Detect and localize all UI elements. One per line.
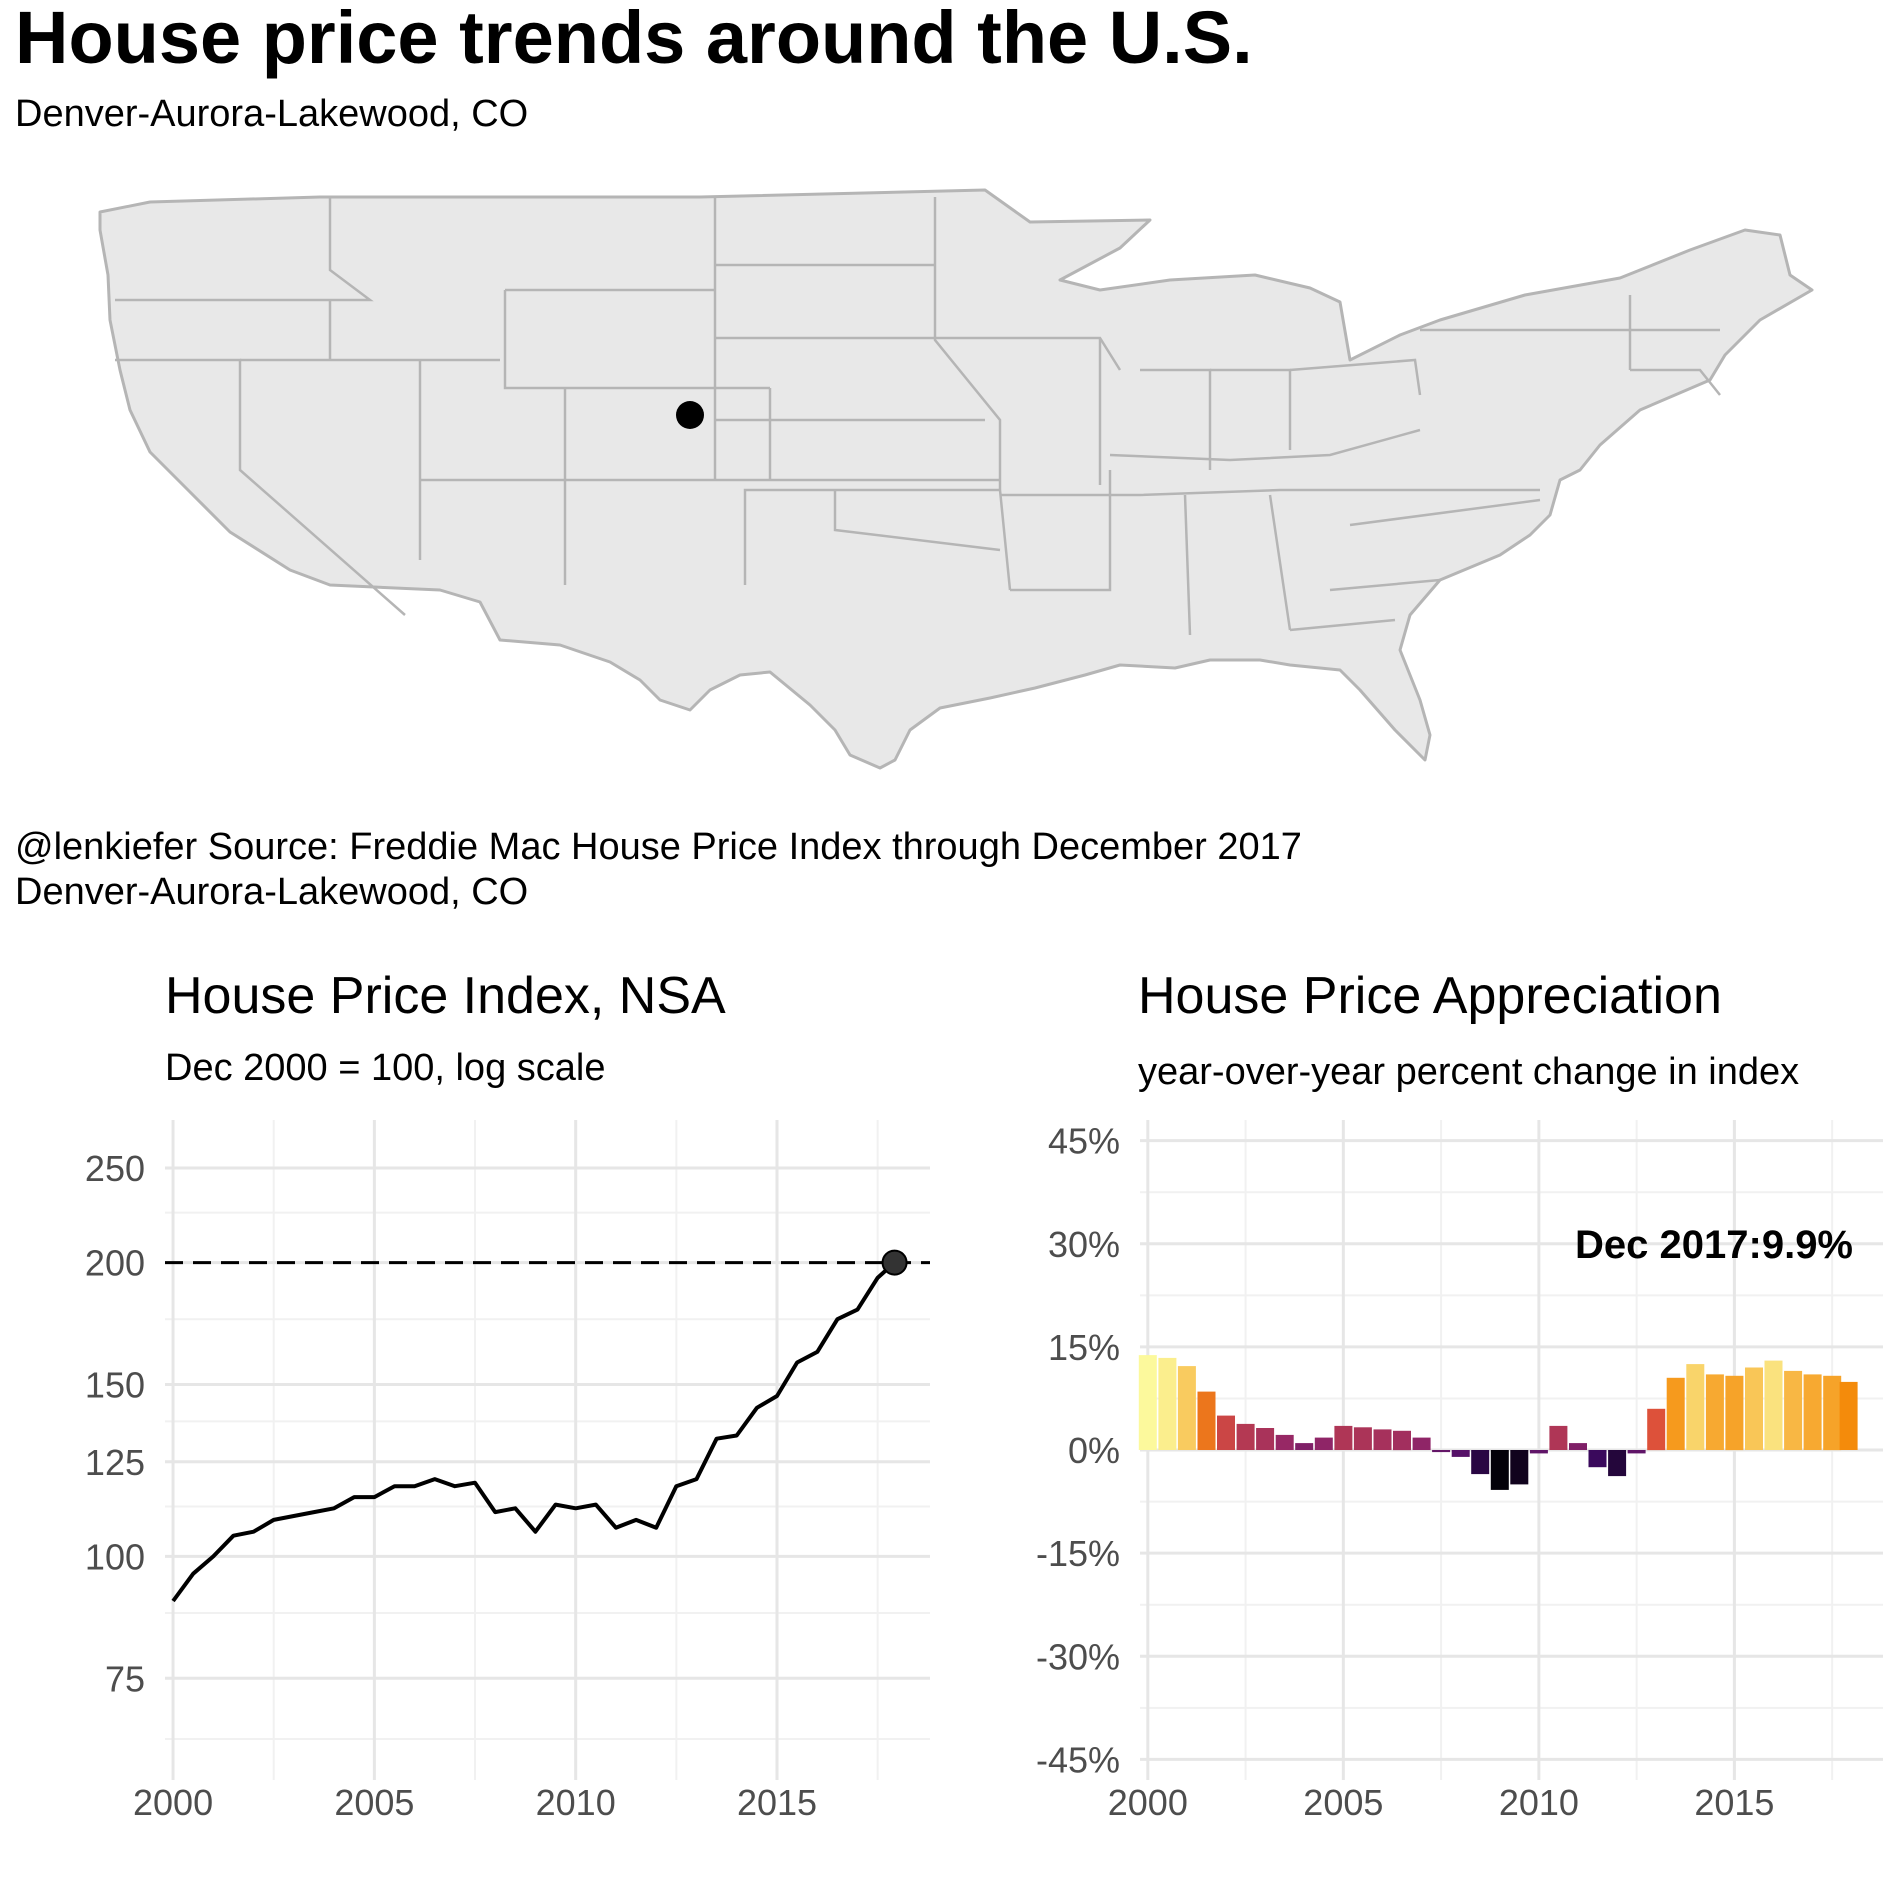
state-border [115, 198, 374, 302]
state-border [503, 290, 770, 390]
x-tick-label: 2005 [1303, 1782, 1383, 1823]
state-border [998, 489, 1012, 591]
hpa-bar [1784, 1370, 1803, 1450]
y-tick-label: 125 [85, 1442, 145, 1483]
hpa-bar [1158, 1357, 1177, 1450]
hpi-chart-title: House Price Index, NSA [165, 967, 726, 1025]
hpa-bar [1608, 1450, 1627, 1477]
x-tick-label: 2010 [536, 1782, 616, 1823]
state-border [115, 358, 406, 616]
hpa-bar [1334, 1425, 1353, 1450]
hpa-bar [1745, 1367, 1763, 1450]
y-tick-label: -45% [1036, 1739, 1120, 1780]
state-border [1268, 494, 1292, 631]
x-tick-label: 2000 [133, 1782, 213, 1823]
page-title: House price trends around the U.S. [15, 0, 1253, 79]
hpa-bar [1471, 1450, 1490, 1475]
y-tick-label: 150 [85, 1365, 145, 1406]
hpa-bar [1588, 1450, 1607, 1468]
hpa-bar [1236, 1423, 1255, 1450]
hpa-bar [1275, 1434, 1294, 1450]
hpa-bar [1705, 1374, 1724, 1450]
state-border [1289, 358, 1422, 396]
location-marker [676, 401, 704, 429]
y-tick-label: 30% [1048, 1224, 1120, 1265]
end-point-marker [881, 1249, 908, 1276]
us-map [98, 188, 1814, 770]
hpa-bar [1412, 1437, 1431, 1450]
hpa-bar [1647, 1408, 1666, 1451]
x-tick-label: 2015 [1694, 1782, 1774, 1823]
hpa-bar [1490, 1450, 1509, 1490]
hpa-bar [1725, 1375, 1744, 1451]
state-border [1349, 498, 1541, 527]
state-border [1329, 578, 1441, 592]
hpa-bar [1197, 1391, 1216, 1450]
location-caption: Denver-Aurora-Lakewood, CO [15, 871, 529, 913]
x-tick-label: 2000 [1108, 1782, 1188, 1823]
y-tick-label: 250 [85, 1148, 145, 1189]
y-tick-label: 75 [105, 1658, 145, 1699]
hpa-chart-subtitle: year-over-year percent change in index [1138, 1051, 1800, 1093]
state-border [1010, 470, 1112, 592]
hpa-bar [1839, 1381, 1858, 1450]
y-tick-label: 200 [85, 1243, 145, 1284]
state-border [1630, 368, 1721, 396]
hpa-bar [1627, 1450, 1646, 1454]
hpa-bar [1314, 1437, 1333, 1450]
y-tick-label: 15% [1048, 1327, 1120, 1368]
state-border [1289, 618, 1396, 632]
hpa-bar [1373, 1429, 1392, 1450]
hpa-bar [1295, 1443, 1314, 1450]
hpa-bar [1569, 1443, 1587, 1450]
y-tick-label: -15% [1036, 1533, 1120, 1574]
state-border [1628, 295, 1720, 332]
page-subtitle: Denver-Aurora-Lakewood, CO [15, 93, 529, 135]
state-border [1183, 494, 1192, 636]
x-tick-label: 2005 [334, 1782, 414, 1823]
hpa-bar [1432, 1450, 1451, 1453]
hpa-bar [1451, 1450, 1470, 1457]
hpa-bar [1823, 1375, 1842, 1451]
hpa-bar [1803, 1374, 1822, 1450]
hpi-chart-subtitle: Dec 2000 = 100, log scale [165, 1047, 606, 1089]
x-tick-label: 2015 [737, 1782, 817, 1823]
hpa-bar [1393, 1430, 1411, 1451]
hpa-bar [1256, 1428, 1275, 1450]
hpi-series-line [171, 1261, 896, 1603]
hpa-bar [1353, 1427, 1372, 1450]
state-border [833, 490, 1001, 552]
state-border [1000, 488, 1540, 497]
hpa-bar [1549, 1425, 1568, 1450]
y-tick-label: 0% [1068, 1430, 1120, 1471]
state-border [933, 197, 1002, 490]
hpa-bar [1177, 1366, 1196, 1450]
hpa-bar [1510, 1450, 1529, 1485]
hpa-bar [1764, 1360, 1783, 1450]
source-caption: @lenkiefer Source: Freddie Mac House Pri… [15, 826, 1302, 868]
hpa-bar [1686, 1364, 1705, 1450]
x-tick-label: 2010 [1499, 1782, 1579, 1823]
hpa-bar [1666, 1377, 1685, 1450]
hpa-bar [1138, 1355, 1157, 1450]
hpa-chart-title: House Price Appreciation [1138, 967, 1722, 1025]
hpa-bar [1217, 1415, 1235, 1450]
hpa-bar [1529, 1450, 1548, 1454]
us-map-borders [115, 197, 1721, 636]
y-tick-label: -30% [1036, 1636, 1120, 1677]
y-tick-label: 100 [85, 1536, 145, 1577]
state-border [743, 488, 1000, 585]
state-border [1109, 428, 1421, 462]
latest-value-annotation: Dec 2017:9.9% [1575, 1223, 1853, 1267]
y-tick-label: 45% [1048, 1121, 1120, 1162]
